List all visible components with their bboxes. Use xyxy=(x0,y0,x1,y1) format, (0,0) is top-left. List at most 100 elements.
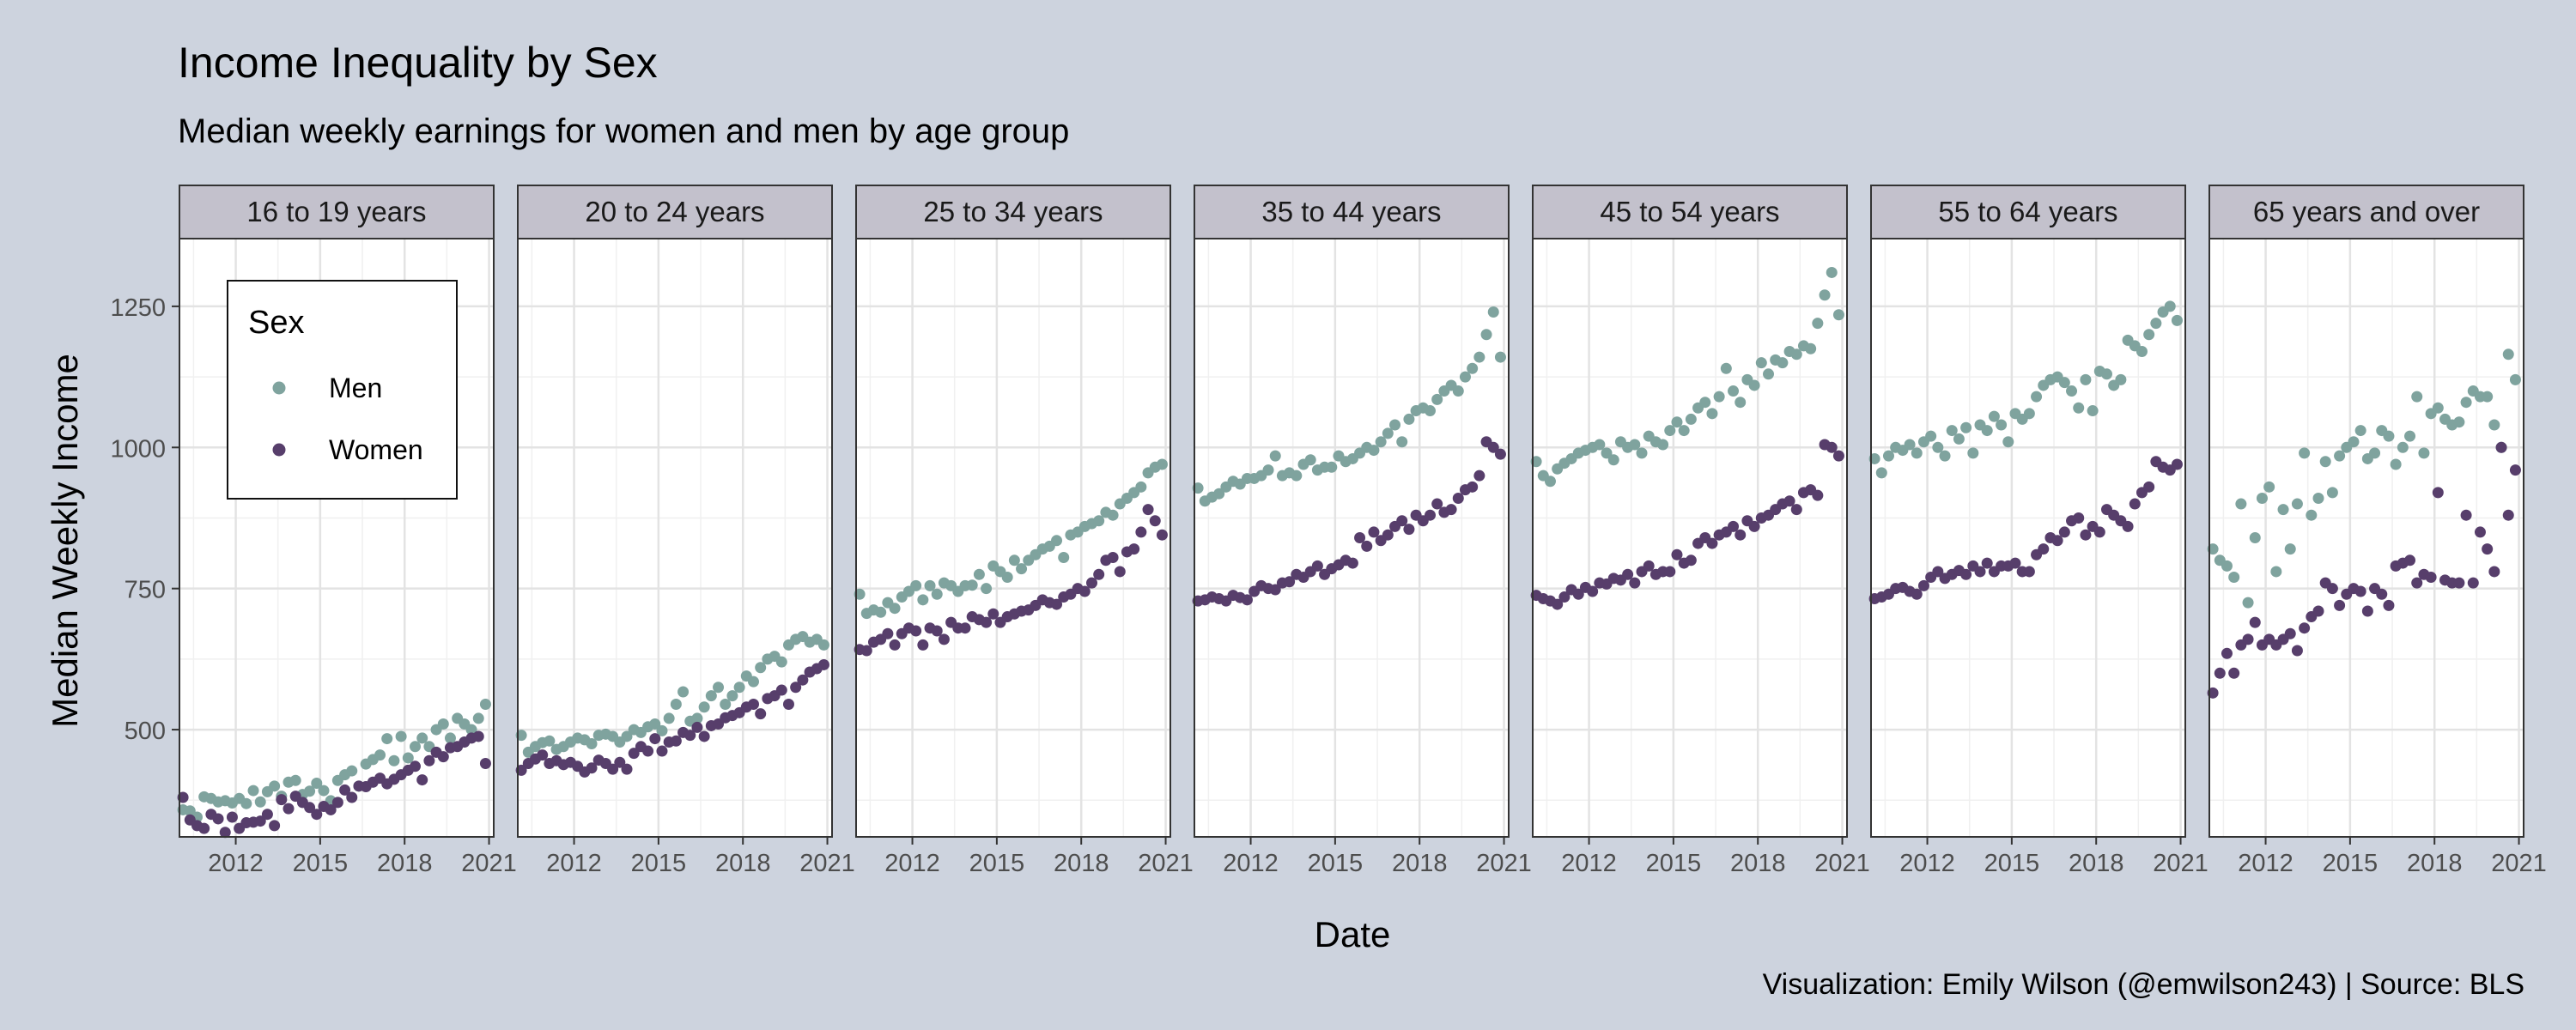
data-point-women xyxy=(1156,529,1168,541)
data-point-women xyxy=(1748,520,1760,532)
data-point-men xyxy=(720,698,732,710)
y-tick-label: 1250 xyxy=(110,294,166,322)
data-point-women xyxy=(1917,579,1929,591)
data-point-women xyxy=(797,674,809,686)
data-point-men xyxy=(2390,458,2402,470)
data-point-women xyxy=(1735,529,1747,541)
data-point-women xyxy=(2460,509,2472,521)
data-point-men xyxy=(2242,597,2254,609)
data-point-women xyxy=(1431,498,1443,510)
panel-background xyxy=(2209,239,2524,837)
x-tick-label: 2012 xyxy=(2238,850,2293,877)
data-point-men xyxy=(402,752,414,764)
data-point-women xyxy=(987,608,999,620)
data-point-men xyxy=(1706,408,1718,420)
data-point-women xyxy=(1135,526,1147,538)
data-point-women xyxy=(2129,498,2141,510)
data-point-men xyxy=(2277,504,2289,516)
data-point-men xyxy=(713,682,725,694)
data-point-men xyxy=(2263,481,2275,493)
data-point-men xyxy=(2460,397,2472,409)
data-point-women xyxy=(1368,526,1380,538)
data-point-men xyxy=(2312,492,2324,504)
data-point-men xyxy=(705,690,717,702)
panel-border xyxy=(1870,238,2186,838)
data-point-men xyxy=(2171,314,2183,326)
panel-border xyxy=(2208,238,2524,838)
data-point-women xyxy=(212,813,224,825)
data-point-women xyxy=(691,721,703,733)
y-axis-title: Median Weekly Income xyxy=(45,354,85,728)
data-point-women xyxy=(2122,520,2134,532)
data-point-men xyxy=(1748,379,1760,391)
data-point-women xyxy=(1241,594,1253,606)
y-tick-label: 750 xyxy=(125,577,166,604)
data-point-men xyxy=(1664,425,1676,437)
data-point-men xyxy=(698,701,710,713)
data-point-women xyxy=(1269,584,1281,596)
data-point-women xyxy=(981,616,993,628)
data-point-women xyxy=(2214,667,2226,679)
data-point-men xyxy=(410,741,421,753)
data-point-men xyxy=(395,730,407,742)
data-point-men xyxy=(1487,306,1499,318)
data-point-men xyxy=(269,780,281,792)
data-point-men xyxy=(2418,447,2430,459)
data-point-men xyxy=(1213,488,1225,500)
data-point-men xyxy=(917,594,929,606)
data-point-women xyxy=(1706,537,1718,549)
data-point-women xyxy=(331,797,343,809)
data-point-women xyxy=(2312,605,2324,617)
data-point-men xyxy=(2101,368,2112,380)
facet-strip xyxy=(1532,185,1848,239)
data-point-women xyxy=(410,760,421,772)
data-point-women xyxy=(2467,577,2479,589)
facet-strip-label: 45 to 54 years xyxy=(1600,196,1779,227)
data-point-men xyxy=(733,682,745,694)
data-point-women xyxy=(2453,577,2465,589)
x-tick-label: 2012 xyxy=(1899,850,1955,877)
data-point-women xyxy=(1284,576,1296,588)
data-point-women xyxy=(472,730,484,742)
data-point-men xyxy=(2087,405,2099,417)
x-tick-label: 2021 xyxy=(2153,850,2208,877)
data-point-women xyxy=(1790,504,1802,516)
data-point-women xyxy=(1826,441,1838,453)
data-point-men xyxy=(1425,405,1436,417)
data-point-women xyxy=(1911,588,1923,600)
data-point-women xyxy=(790,682,802,694)
facet-panel: 65 years and over 2012 2015 2018 2021 xyxy=(2207,185,2547,877)
data-point-men xyxy=(2404,430,2416,442)
data-point-women xyxy=(276,794,288,806)
data-point-men xyxy=(1629,439,1641,451)
data-point-women xyxy=(2291,645,2303,657)
data-point-men xyxy=(817,639,829,651)
data-point-men xyxy=(1135,481,1147,493)
x-tick-label: 2021 xyxy=(799,850,855,877)
data-point-men xyxy=(1790,348,1802,360)
data-point-men xyxy=(1657,439,1669,451)
data-point-men xyxy=(973,568,985,580)
data-point-men xyxy=(1925,430,1937,442)
facet-panel: 35 to 44 years 2012 2015 2018 2021 xyxy=(1192,185,1532,877)
facet-strip-label: 20 to 24 years xyxy=(585,196,764,227)
data-point-men xyxy=(1001,572,1013,584)
data-point-men xyxy=(2397,441,2409,453)
legend: Sex Men Women xyxy=(227,280,458,500)
data-point-women xyxy=(1552,598,1564,610)
chart-subtitle: Median weekly earnings for women and men… xyxy=(178,112,1069,150)
data-point-men xyxy=(311,778,323,790)
data-point-women xyxy=(684,730,696,742)
data-point-women xyxy=(219,827,231,839)
data-point-men xyxy=(1107,509,1119,521)
chart-title: Income Inequality by Sex xyxy=(178,39,658,87)
data-point-men xyxy=(1981,425,1993,437)
data-point-women xyxy=(2038,543,2050,555)
data-point-women xyxy=(1382,529,1394,541)
data-point-men xyxy=(656,724,668,736)
data-point-women xyxy=(423,754,435,766)
data-point-women xyxy=(1346,557,1358,569)
panel-border xyxy=(1194,238,1510,838)
facet-strip-label: 25 to 34 years xyxy=(923,196,1103,227)
